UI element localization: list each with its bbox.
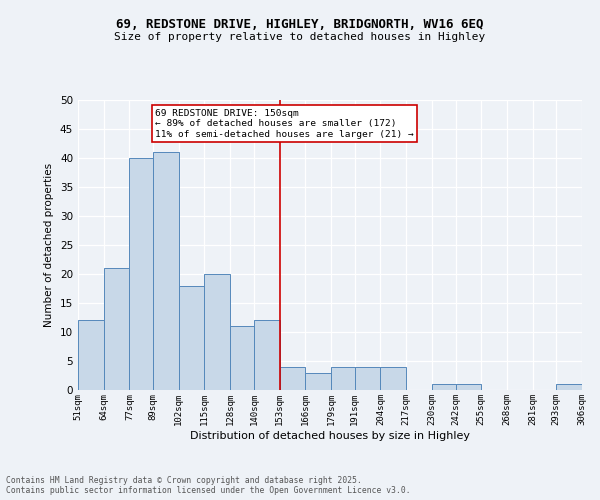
Text: 69, REDSTONE DRIVE, HIGHLEY, BRIDGNORTH, WV16 6EQ: 69, REDSTONE DRIVE, HIGHLEY, BRIDGNORTH,… <box>116 18 484 30</box>
Bar <box>78 320 104 390</box>
Bar <box>254 320 280 390</box>
Bar <box>556 384 582 390</box>
Bar <box>230 326 254 390</box>
Bar <box>380 367 406 390</box>
Bar <box>280 367 305 390</box>
Bar <box>130 158 153 390</box>
Bar <box>305 372 331 390</box>
X-axis label: Distribution of detached houses by size in Highley: Distribution of detached houses by size … <box>190 430 470 440</box>
Bar <box>205 274 230 390</box>
Y-axis label: Number of detached properties: Number of detached properties <box>44 163 55 327</box>
Text: Size of property relative to detached houses in Highley: Size of property relative to detached ho… <box>115 32 485 42</box>
Bar <box>455 384 481 390</box>
Bar <box>179 286 205 390</box>
Bar <box>355 367 380 390</box>
Text: 69 REDSTONE DRIVE: 150sqm
← 89% of detached houses are smaller (172)
11% of semi: 69 REDSTONE DRIVE: 150sqm ← 89% of detac… <box>155 108 414 138</box>
Bar <box>331 367 355 390</box>
Bar <box>153 152 179 390</box>
Bar <box>432 384 455 390</box>
Bar <box>104 268 130 390</box>
Text: Contains HM Land Registry data © Crown copyright and database right 2025.
Contai: Contains HM Land Registry data © Crown c… <box>6 476 410 495</box>
